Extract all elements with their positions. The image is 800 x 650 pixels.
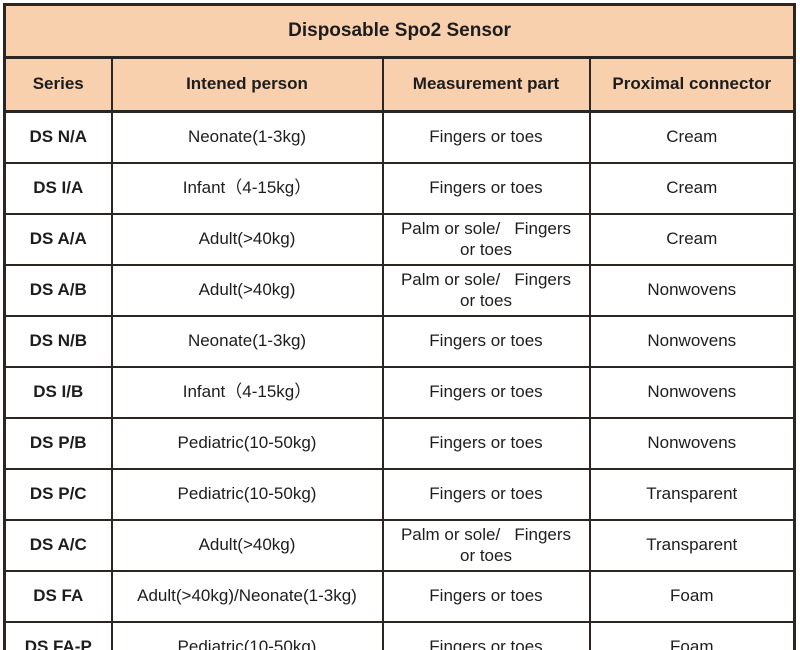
intended-person-cell: Neonate(1-3kg)	[110, 110, 384, 164]
measurement-part-cell: Palm or sole/ Fingers or toes	[381, 519, 591, 572]
series-cell: DS FA-P	[3, 621, 113, 650]
intended-person-cell: Pediatric(10-50kg)	[110, 417, 384, 470]
intended-person-cell: Infant（4-15kg）	[110, 162, 384, 215]
series-cell: DS A/C	[3, 519, 113, 572]
table-row: DS A/C Adult(>40kg) Palm or sole/ Finger…	[3, 519, 796, 572]
measurement-part-cell: Palm or sole/ Fingers or toes	[381, 213, 591, 266]
measurement-part-cell: Fingers or toes	[381, 110, 591, 164]
measurement-part-cell: Fingers or toes	[381, 621, 591, 650]
intended-person-cell: Neonate(1-3kg)	[110, 315, 384, 368]
column-header-measurement-part: Measurement part	[381, 56, 591, 113]
proximal-connector-cell: Nonwovens	[588, 417, 796, 470]
intended-person-cell: Adult(>40kg)	[110, 264, 384, 317]
intended-person-cell: Pediatric(10-50kg)	[110, 621, 384, 650]
column-header-series: Series	[3, 56, 113, 113]
measurement-part-cell: Fingers or toes	[381, 468, 591, 521]
proximal-connector-cell: Nonwovens	[588, 264, 796, 317]
proximal-connector-cell: Foam	[588, 621, 796, 650]
series-cell: DS A/A	[3, 213, 113, 266]
table-row: DS A/B Adult(>40kg) Palm or sole/ Finger…	[3, 264, 796, 317]
proximal-connector-cell: Transparent	[588, 468, 796, 521]
proximal-connector-cell: Foam	[588, 570, 796, 623]
table-row: DS N/A Neonate(1-3kg) Fingers or toes Cr…	[3, 110, 796, 164]
series-cell: DS FA	[3, 570, 113, 623]
intended-person-cell: Adult(>40kg)	[110, 213, 384, 266]
proximal-connector-cell: Cream	[588, 110, 796, 164]
table-row: DS N/B Neonate(1-3kg) Fingers or toes No…	[3, 315, 796, 368]
measurement-part-cell: Fingers or toes	[381, 162, 591, 215]
intended-person-cell: Adult(>40kg)	[110, 519, 384, 572]
intended-person-cell: Infant（4-15kg）	[110, 366, 384, 419]
table-row: DS FA-P Pediatric(10-50kg) Fingers or to…	[3, 621, 796, 650]
table-title-row: Disposable Spo2 Sensor	[3, 3, 796, 59]
measurement-part-cell: Fingers or toes	[381, 315, 591, 368]
proximal-connector-cell: Cream	[588, 213, 796, 266]
series-cell: DS I/B	[3, 366, 113, 419]
table-row: DS FA Adult(>40kg)/Neonate(1-3kg) Finger…	[3, 570, 796, 623]
table-row: DS P/B Pediatric(10-50kg) Fingers or toe…	[3, 417, 796, 470]
table-row: DS I/A Infant（4-15kg） Fingers or toes Cr…	[3, 162, 796, 215]
table-row: DS A/A Adult(>40kg) Palm or sole/ Finger…	[3, 213, 796, 266]
series-cell: DS P/B	[3, 417, 113, 470]
series-cell: DS N/A	[3, 110, 113, 164]
measurement-part-cell: Palm or sole/ Fingers or toes	[381, 264, 591, 317]
measurement-part-cell: Fingers or toes	[381, 417, 591, 470]
column-header-intended-person: Intened person	[110, 56, 384, 113]
series-cell: DS P/C	[3, 468, 113, 521]
intended-person-cell: Adult(>40kg)/Neonate(1-3kg)	[110, 570, 384, 623]
series-cell: DS N/B	[3, 315, 113, 368]
proximal-connector-cell: Nonwovens	[588, 366, 796, 419]
table-header-row: Series Intened person Measurement part P…	[3, 56, 796, 113]
table-row: DS P/C Pediatric(10-50kg) Fingers or toe…	[3, 468, 796, 521]
column-header-proximal-connector: Proximal connector	[588, 56, 796, 113]
table-title: Disposable Spo2 Sensor	[3, 3, 796, 59]
measurement-part-cell: Fingers or toes	[381, 570, 591, 623]
series-cell: DS I/A	[3, 162, 113, 215]
intended-person-cell: Pediatric(10-50kg)	[110, 468, 384, 521]
proximal-connector-cell: Transparent	[588, 519, 796, 572]
proximal-connector-cell: Cream	[588, 162, 796, 215]
table-row: DS I/B Infant（4-15kg） Fingers or toes No…	[3, 366, 796, 419]
series-cell: DS A/B	[3, 264, 113, 317]
proximal-connector-cell: Nonwovens	[588, 315, 796, 368]
spo2-sensor-table: Disposable Spo2 Sensor Series Intened pe…	[3, 3, 797, 650]
measurement-part-cell: Fingers or toes	[381, 366, 591, 419]
